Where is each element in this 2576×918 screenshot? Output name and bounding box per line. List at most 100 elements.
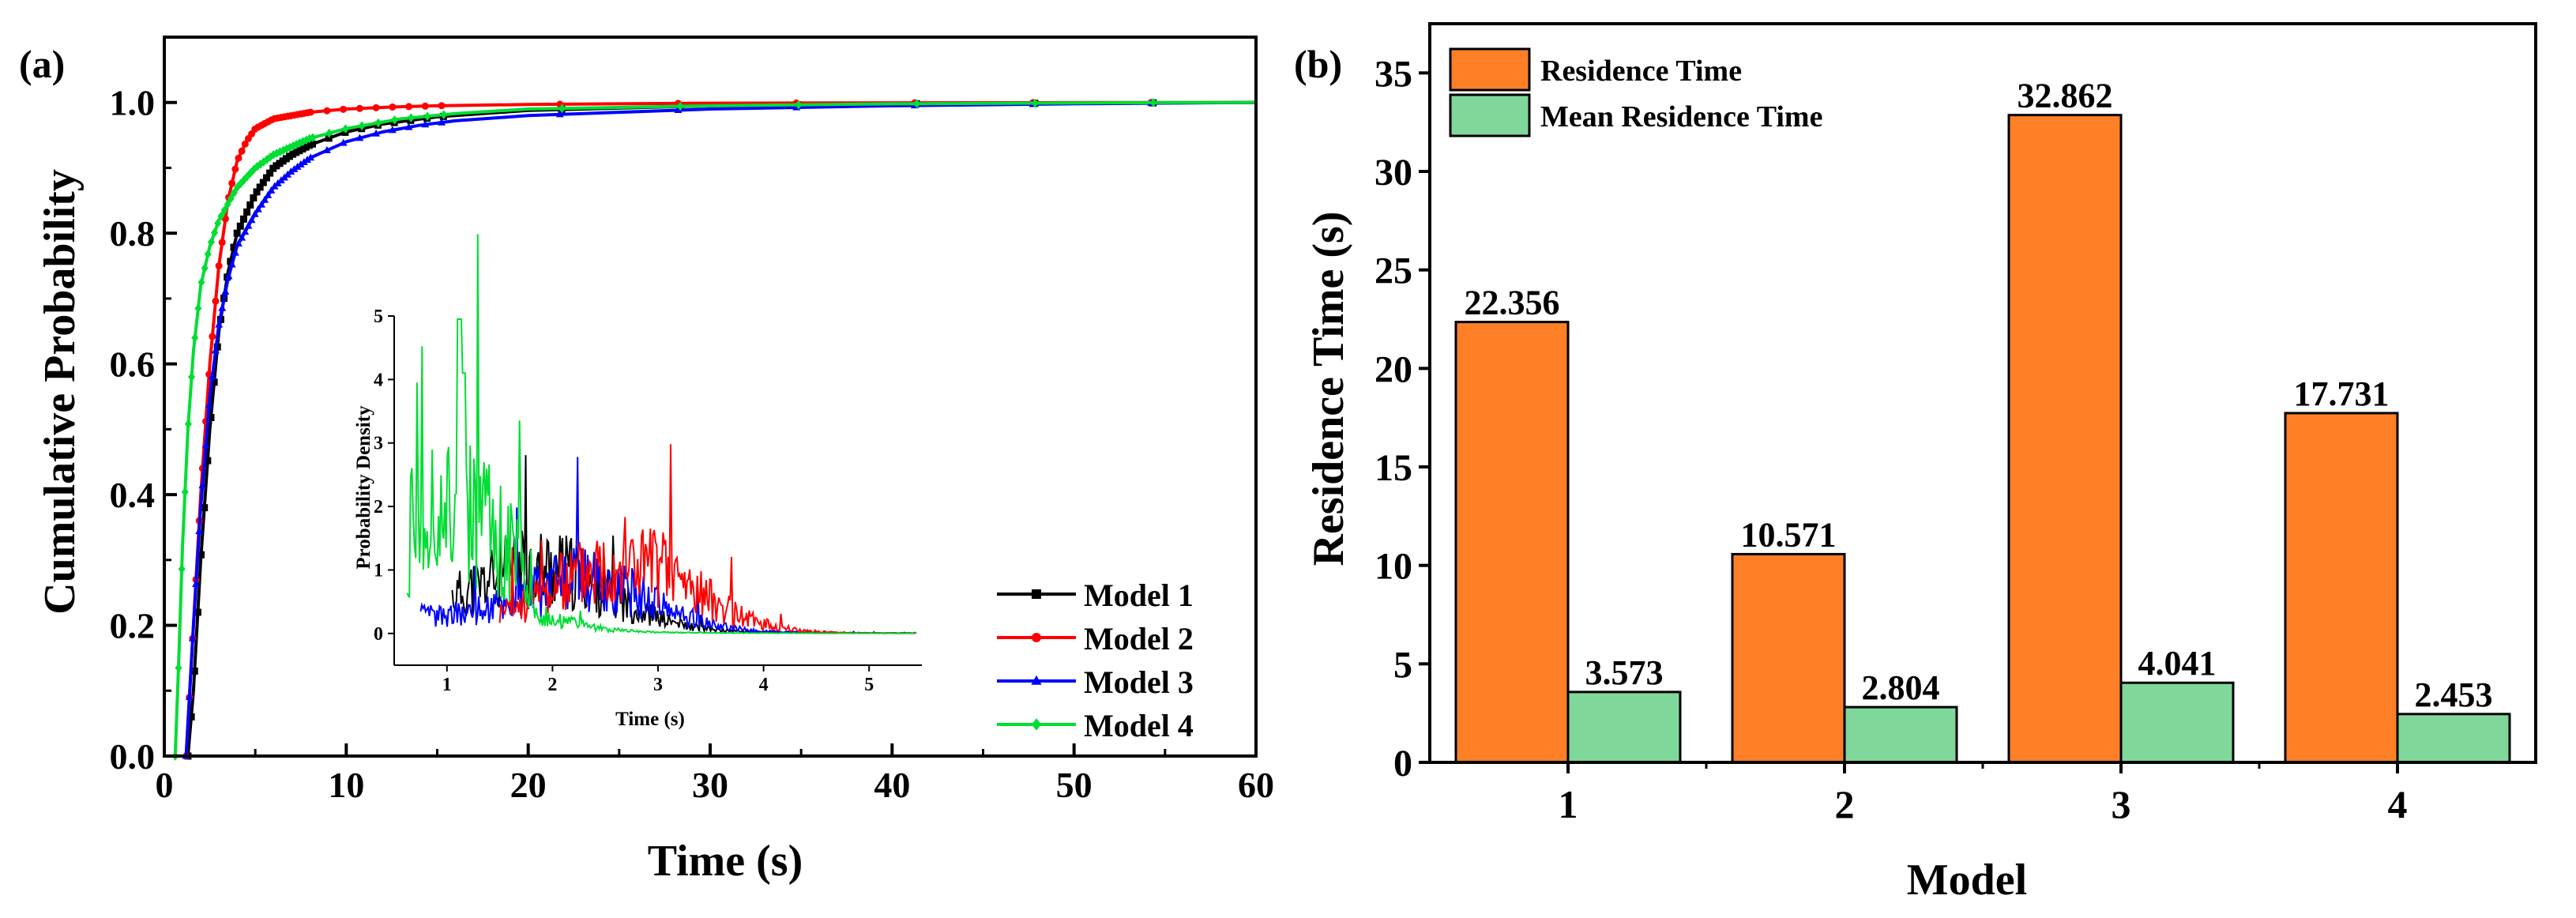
inset-y-tick-label: 2: [374, 497, 383, 517]
data-point: [235, 239, 243, 247]
panel-a-cumulative-probability-chart: (a) 0 10 20 30 40 50 600.00.20.40.60.81.0 Cumu…: [19, 36, 1274, 886]
data-point: [306, 153, 315, 161]
legend-entry-1: Model 1: [997, 578, 1194, 613]
series-markers: [171, 98, 1157, 761]
bar-data-label: 17.731: [2294, 374, 2390, 413]
x-tick-label: 1: [1559, 782, 1578, 826]
data-point: [244, 221, 253, 229]
panel-b-x-axis-title: Model: [1907, 856, 2027, 905]
data-point: [233, 229, 241, 237]
legend-marker: [1032, 589, 1041, 599]
inset-x-axis-title: Time (s): [615, 709, 685, 730]
data-point: [231, 165, 239, 173]
inset-x-tick-label: 3: [653, 675, 663, 695]
data-point: [407, 113, 415, 123]
data-point: [374, 118, 382, 128]
bar-model-4-mean-residence-time: [2396, 713, 2511, 764]
data-point: [175, 663, 182, 673]
data-point: [258, 200, 265, 208]
data-point: [204, 249, 212, 259]
legend-label: Residence Time: [1540, 55, 1742, 88]
panel-a-label: (a): [19, 42, 65, 86]
x-tick-label: 60: [1238, 765, 1274, 805]
data-point: [341, 124, 349, 134]
data-point: [197, 277, 205, 288]
bar-model-3-mean-residence-time: [2119, 681, 2235, 764]
panel-b-legend: Residence Time Mean Residence Time: [1449, 47, 1822, 137]
data-point: [224, 272, 233, 280]
data-point: [241, 140, 249, 148]
legend-label: Model 3: [1084, 664, 1194, 700]
panel-b-label: (b): [1294, 42, 1342, 86]
legend-label: Model 2: [1084, 621, 1194, 657]
data-point: [208, 372, 216, 380]
data-point: [262, 174, 270, 182]
data-point: [188, 634, 197, 641]
data-point: [209, 333, 216, 340]
data-point: [296, 160, 305, 167]
data-point: [267, 186, 276, 194]
data-point: [187, 713, 195, 720]
inset-x-tick-label: 4: [759, 675, 769, 695]
bar-data-label: 10.571: [1741, 515, 1837, 554]
data-point: [231, 248, 239, 256]
data-point: [438, 118, 446, 126]
data-point: [214, 218, 222, 228]
data-point: [221, 287, 230, 295]
bar-model-1-mean-residence-time: [1566, 690, 1682, 764]
data-point: [323, 107, 331, 115]
data-point: [201, 504, 209, 512]
data-point: [423, 111, 431, 122]
legend-entry-mean-residence-time: Mean Residence Time: [1449, 93, 1822, 137]
data-point: [246, 201, 254, 209]
inset-probability-density-plot: 1 2 3 4 5 0 1 2 3 4 5 Time (s) Probability Density: [353, 234, 922, 730]
data-point: [391, 115, 399, 125]
data-point: [404, 122, 413, 130]
data-point: [555, 110, 564, 118]
bar-data-label: 22.356: [1465, 284, 1560, 322]
data-point: [197, 551, 205, 559]
data-point: [194, 303, 202, 314]
data-point: [303, 155, 311, 163]
legend-color-swatch: [1449, 47, 1531, 92]
legend-label: Model 1: [1084, 578, 1194, 613]
data-point: [241, 228, 250, 235]
bar-data-label: 2.453: [2415, 675, 2493, 714]
data-point: [259, 179, 267, 186]
data-point: [215, 320, 224, 328]
data-point: [358, 121, 366, 131]
data-point: [236, 222, 244, 230]
data-point: [440, 110, 448, 120]
data-point: [207, 237, 215, 247]
bar-model-3-residence-time: [2007, 114, 2123, 764]
data-point: [1031, 98, 1039, 108]
y-tick-label: 10: [1374, 546, 1412, 588]
bar-data-label: 4.041: [2138, 644, 2217, 683]
legend-label: Mean Residence Time: [1540, 100, 1822, 134]
x-tick-label: 0: [156, 765, 174, 805]
data-point: [191, 333, 199, 343]
x-tick-label: 20: [510, 765, 547, 805]
data-point: [1149, 98, 1157, 107]
y-tick-label: 5: [1393, 644, 1412, 686]
inset-y-tick-label: 4: [374, 370, 383, 390]
data-point: [185, 693, 194, 701]
data-point: [215, 262, 223, 270]
data-point: [195, 527, 204, 535]
data-point: [290, 164, 299, 172]
data-point: [389, 103, 397, 111]
data-point: [235, 154, 243, 162]
data-point: [388, 126, 397, 134]
data-point: [256, 183, 264, 191]
data-point: [218, 239, 226, 246]
data-point: [201, 263, 209, 273]
data-point: [210, 378, 218, 386]
data-point: [676, 101, 684, 111]
bar-model-2-residence-time: [1731, 552, 1846, 764]
data-point: [309, 133, 317, 143]
data-point: [405, 103, 413, 111]
inset-y-tick-label: 3: [374, 434, 383, 454]
y-tick-label: 0.0: [110, 736, 156, 777]
data-point: [243, 208, 251, 216]
